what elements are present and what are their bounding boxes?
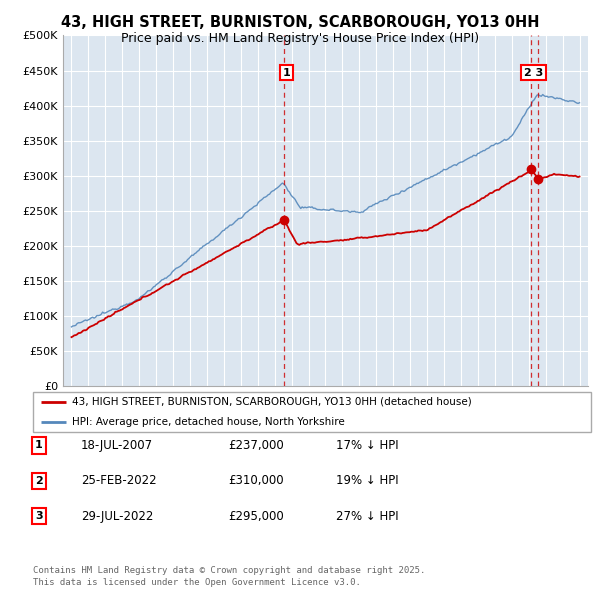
Text: 3: 3 bbox=[35, 512, 43, 521]
Text: £310,000: £310,000 bbox=[228, 474, 284, 487]
Text: 17% ↓ HPI: 17% ↓ HPI bbox=[336, 439, 398, 452]
Text: 1: 1 bbox=[283, 68, 290, 78]
Text: 25-FEB-2022: 25-FEB-2022 bbox=[81, 474, 157, 487]
Text: 43, HIGH STREET, BURNISTON, SCARBOROUGH, YO13 0HH (detached house): 43, HIGH STREET, BURNISTON, SCARBOROUGH,… bbox=[72, 397, 472, 407]
Text: 2: 2 bbox=[35, 476, 43, 486]
Text: Contains HM Land Registry data © Crown copyright and database right 2025.
This d: Contains HM Land Registry data © Crown c… bbox=[33, 566, 425, 587]
Text: 1: 1 bbox=[35, 441, 43, 450]
Text: HPI: Average price, detached house, North Yorkshire: HPI: Average price, detached house, Nort… bbox=[72, 417, 345, 427]
Text: £237,000: £237,000 bbox=[228, 439, 284, 452]
Text: 2 3: 2 3 bbox=[524, 68, 543, 78]
Text: Price paid vs. HM Land Registry's House Price Index (HPI): Price paid vs. HM Land Registry's House … bbox=[121, 32, 479, 45]
Text: 27% ↓ HPI: 27% ↓ HPI bbox=[336, 510, 398, 523]
Text: 43, HIGH STREET, BURNISTON, SCARBOROUGH, YO13 0HH: 43, HIGH STREET, BURNISTON, SCARBOROUGH,… bbox=[61, 15, 539, 30]
Text: 18-JUL-2007: 18-JUL-2007 bbox=[81, 439, 153, 452]
Text: 19% ↓ HPI: 19% ↓ HPI bbox=[336, 474, 398, 487]
FancyBboxPatch shape bbox=[33, 392, 591, 432]
Text: £295,000: £295,000 bbox=[228, 510, 284, 523]
Text: 29-JUL-2022: 29-JUL-2022 bbox=[81, 510, 154, 523]
